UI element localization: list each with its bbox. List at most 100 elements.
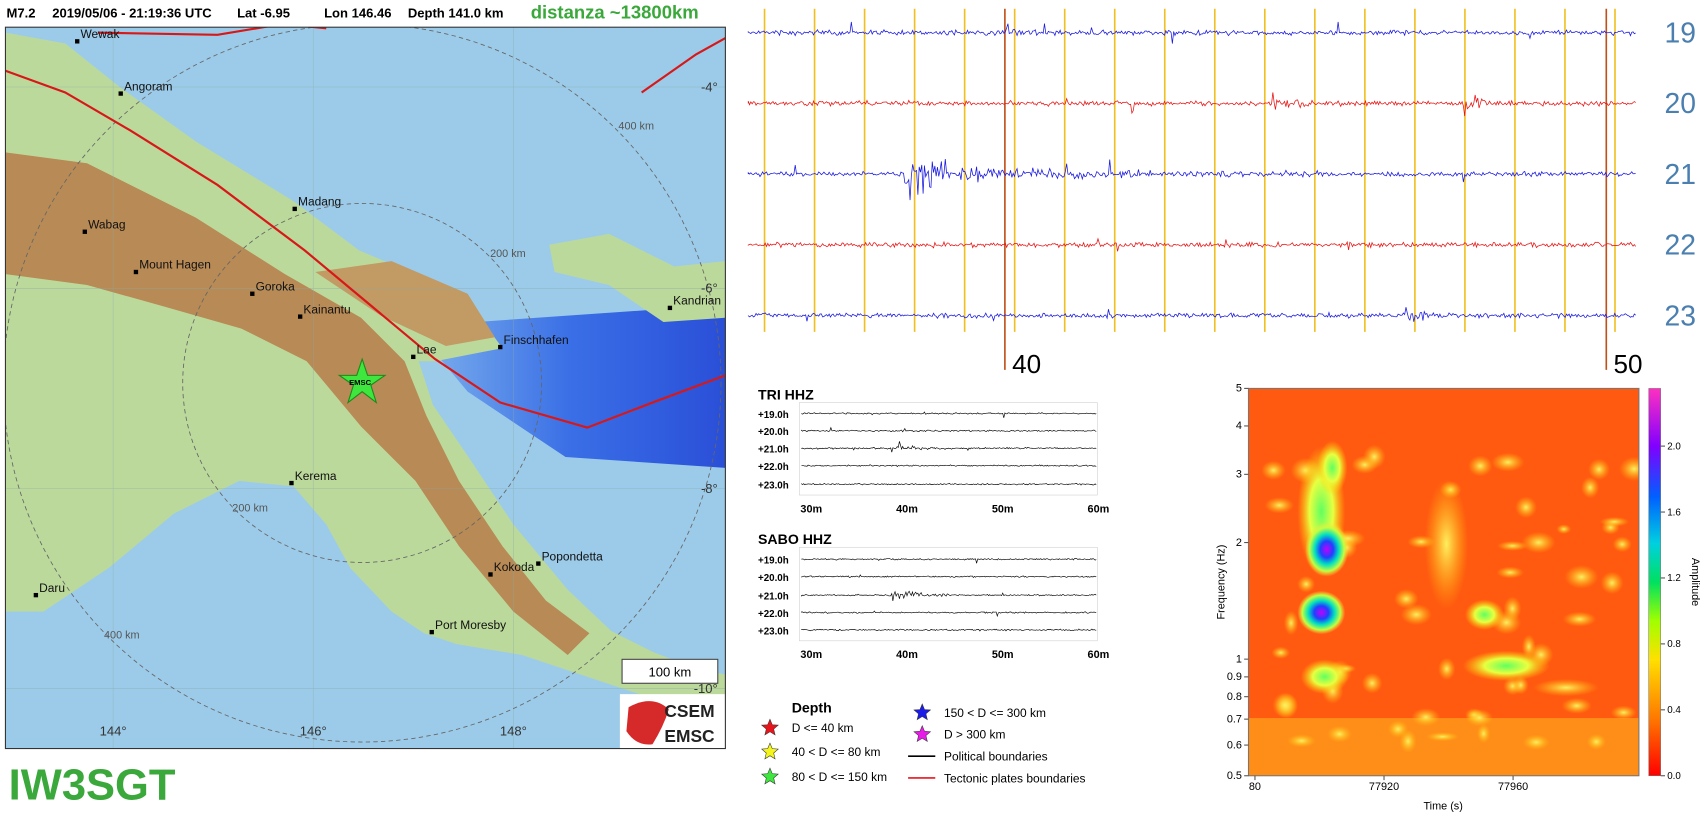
heat-blob [1297,590,1346,635]
colorbar-tick-label: 1.6 [1667,507,1681,518]
heat-blob [1271,646,1291,659]
time-label: 40m [896,649,918,661]
station-trace [801,610,1097,618]
plate-boundary [97,27,327,36]
heat-blob [1619,456,1639,482]
heat-blob [1297,575,1316,593]
station-trace [801,441,1097,453]
heat-blob [1363,444,1386,469]
station-trace [801,426,1097,433]
city-label: Angoram [124,79,173,93]
lon-label: 148° [500,723,527,738]
heat-blob [1272,692,1298,718]
heat-blob [1261,460,1286,480]
huon-peninsula [315,261,495,346]
station-trace [801,411,1097,418]
heat-blob [1264,497,1295,514]
x-tick-label: 77960 [1498,781,1528,793]
row-label: +22.0h [758,462,789,473]
y-tick-label: 2 [1236,537,1242,549]
colorbar-tick-label: 0.4 [1667,705,1681,716]
heat-blob [1400,604,1432,626]
city-label: Finschhafen [504,333,569,347]
city-label: Madang [298,195,341,209]
heat-blob [1581,476,1600,499]
colorbar-tick-label: 0.8 [1667,639,1681,650]
y-tick-label: 3 [1236,469,1242,481]
city-label: Kainantu [303,302,350,316]
lat-label: -6° [701,281,718,296]
legend-label: Political boundaries [944,750,1048,764]
heat-blob [1387,720,1409,738]
x-tick-label: 77920 [1369,781,1399,793]
y-tick-label: 0.8 [1227,691,1242,703]
plate-boundary [641,37,726,94]
seismic-trace [747,21,1636,44]
legend-star [761,718,779,736]
ring-label: 400 km [104,630,140,642]
city-label: Kokoda [494,560,535,574]
spectrogram-plot [1248,388,1639,776]
station-trace [801,574,1097,579]
city-marker [536,561,541,566]
heat-blob [1521,531,1556,554]
heat-blob [1522,734,1550,750]
legend-star [761,767,779,785]
heat-blob [1599,516,1630,527]
heat-blob [1515,496,1537,519]
legend-star [761,742,779,760]
hour-label: 22 [1665,229,1696,261]
row-label: +21.0h [758,591,789,602]
heat-blob [1462,650,1550,682]
legend-label: Tectonic plates boundaries [944,771,1086,785]
logo-text: EMSC [664,726,715,746]
row-label: +23.0h [758,481,789,492]
heat-blob [1612,536,1632,553]
heat-blob [1556,524,1572,534]
station-trace [801,464,1097,468]
y-tick-label: 5 [1236,383,1242,395]
heat-blob [1586,733,1606,750]
mountains [5,152,590,655]
ring-label: 200 km [232,502,268,514]
y-tick-label: 0.6 [1227,739,1242,751]
header-text: 2019/05/06 - 21:19:36 UTC [52,5,212,20]
lon-label: 146° [300,723,327,738]
y-axis-title: Frequency (Hz) [1216,545,1228,620]
city-label: Wabag [88,217,125,231]
heat-blob [1424,478,1469,610]
heat-blob [1496,566,1524,579]
band [1248,718,1639,776]
heat-blob [1562,611,1597,627]
legend-label: 40 < D <= 80 km [792,745,881,759]
heat-blob [1317,440,1348,496]
x-axis-title: Time (s) [1423,800,1462,812]
header-text: Lon 146.46 [324,5,391,20]
hour-label: 23 [1665,299,1696,331]
row-label: +23.0h [758,626,789,637]
heat-blob [1503,596,1522,621]
heat-blob [1600,571,1624,595]
new-britain [549,233,726,323]
y-tick-label: 0.5 [1227,770,1242,782]
heat-blob [1411,708,1441,727]
heat-blob [1305,522,1349,577]
heat-blob [1561,697,1592,714]
heat-blob [1533,678,1599,697]
header-text: Depth 141.0 km [408,5,504,20]
city-label: Wewak [80,27,119,41]
colorbar-tick-label: 2.0 [1667,441,1681,452]
heat-blob [1564,565,1599,589]
distance: distanza ~13800km [531,1,699,22]
plate-boundary [5,69,726,429]
city-marker [33,592,39,598]
city-marker [429,629,434,635]
y-tick-label: 0.7 [1227,713,1242,725]
station-title: TRI HHZ [758,386,814,402]
city-marker [667,305,673,311]
colorbar-title: Amplitude [1689,558,1701,606]
city-label: Kerema [295,469,337,483]
city-marker [250,291,255,296]
city-label: Kandrian [673,294,721,308]
signature: IW3SGT [9,762,176,810]
